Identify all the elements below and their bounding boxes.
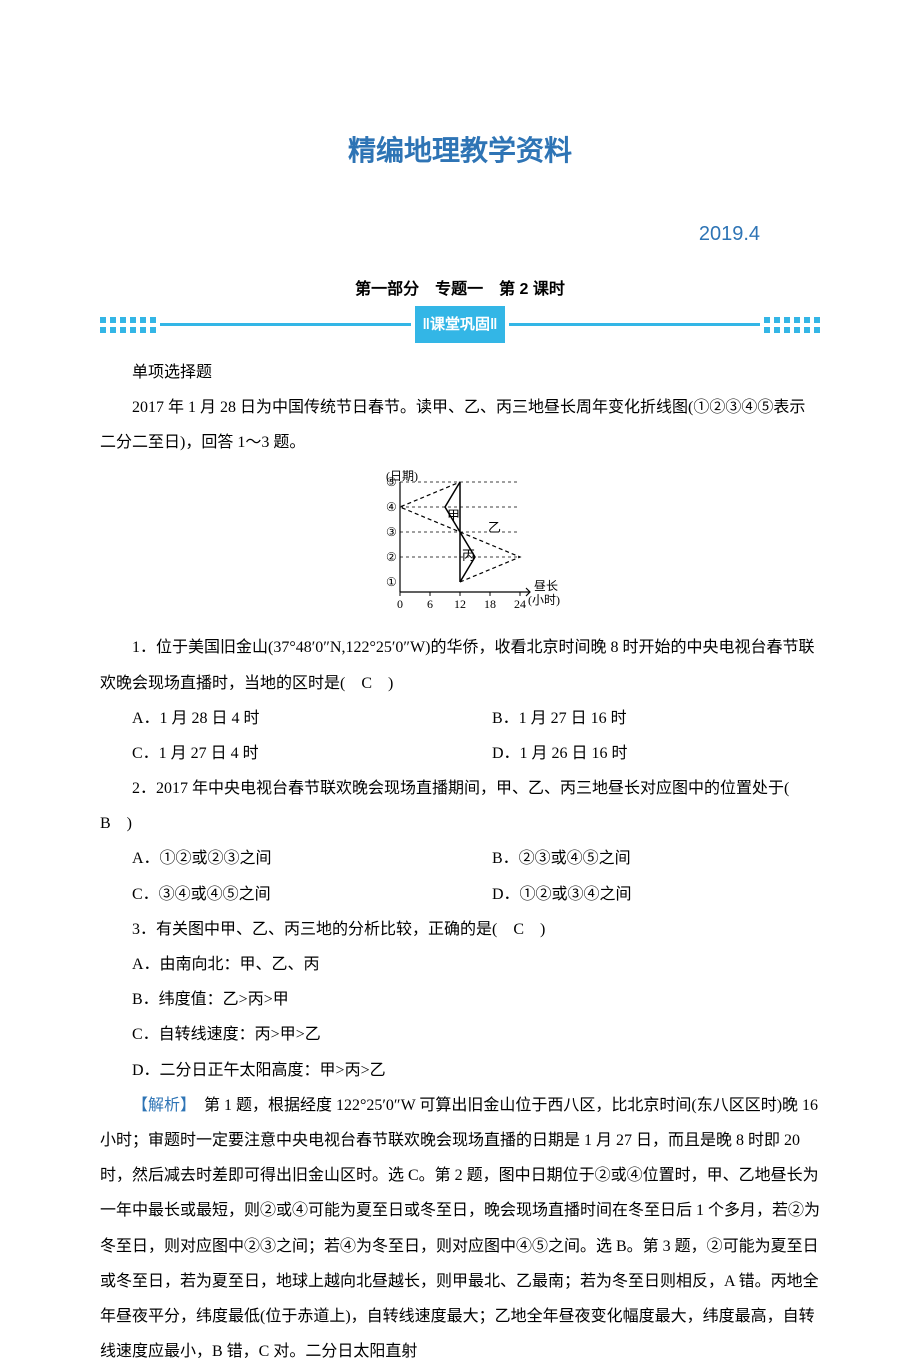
q2-options: A．①②或②③之间 B．②③或④⑤之间 C．③④或④⑤之间 D．①②或③④之间	[100, 841, 820, 911]
context-paragraph: 2017 年 1 月 28 日为中国传统节日春节。读甲、乙、丙三地昼长周年变化折…	[100, 390, 820, 460]
q1-option-c: C．1 月 27 日 4 时	[100, 736, 460, 771]
q3-stem: 3．有关图中甲、乙、丙三地的分析比较，正确的是( C )	[100, 912, 820, 947]
q2-option-a: A．①②或②③之间	[100, 841, 460, 876]
analysis-label: 【解析】	[132, 1097, 188, 1114]
analysis-paragraph: 【解析】 第 1 题，根据经度 122°25′0″W 可算出旧金山位于西八区，比…	[100, 1088, 820, 1369]
y-label-1: ①	[386, 575, 397, 589]
banner-label: ‖课堂巩固‖	[415, 306, 506, 343]
q2-option-c: C．③④或④⑤之间	[100, 877, 460, 912]
y-label-2: ②	[386, 550, 397, 564]
banner-dots-left	[100, 317, 156, 333]
q1-option-d: D．1 月 26 日 16 时	[460, 736, 820, 771]
label-jia: 甲	[447, 508, 460, 523]
x-tick-24: 24	[514, 597, 526, 611]
x-axis-title-bottom: (小时)	[528, 593, 560, 607]
q1-option-a: A．1 月 28 日 4 时	[100, 701, 460, 736]
y-label-3: ③	[386, 525, 397, 539]
analysis-body: 第 1 题，根据经度 122°25′0″W 可算出旧金山位于西八区，比北京时间(…	[100, 1097, 820, 1360]
x-tick-6: 6	[427, 597, 433, 611]
subtitle: 第一部分 专题一 第 2 课时	[100, 272, 820, 307]
x-tick-0: 0	[397, 597, 403, 611]
banner-line-right	[509, 323, 760, 326]
q3-option-c: C．自转线速度：丙>甲>乙	[100, 1017, 820, 1052]
q3-option-a: A．由南向北：甲、乙、丙	[100, 947, 820, 982]
q3-option-b: B．纬度值：乙>丙>甲	[100, 982, 820, 1017]
y-label-4: ④	[386, 500, 397, 514]
q2-option-d: D．①②或③④之间	[460, 877, 820, 912]
q3-options: A．由南向北：甲、乙、丙 B．纬度值：乙>丙>甲 C．自转线速度：丙>甲>乙 D…	[100, 947, 820, 1088]
q1-stem: 1．位于美国旧金山(37°48′0″N,122°25′0″W)的华侨，收看北京时…	[100, 630, 820, 700]
chart-container: (日期) ⑤ ④ ③ ② ① 0 6 12 18 24 昼	[100, 468, 820, 618]
x-tick-12: 12	[454, 597, 466, 611]
banner-dots-right	[764, 317, 820, 333]
label-bing: 丙	[462, 548, 475, 563]
q2-option-b: B．②③或④⑤之间	[460, 841, 820, 876]
section-heading: 单项选择题	[100, 355, 820, 390]
label-yi: 乙	[488, 520, 501, 535]
q1-option-b: B．1 月 27 日 16 时	[460, 701, 820, 736]
section-banner: ‖课堂巩固‖	[100, 313, 820, 337]
q1-options: A．1 月 28 日 4 时 B．1 月 27 日 16 时 C．1 月 27 …	[100, 701, 820, 771]
banner-line-left	[160, 323, 411, 326]
daylength-chart: (日期) ⑤ ④ ③ ② ① 0 6 12 18 24 昼	[350, 468, 570, 618]
x-tick-18: 18	[484, 597, 496, 611]
date-line: 2019.4	[100, 212, 820, 256]
y-label-5: ⑤	[386, 475, 397, 489]
q3-option-d: D．二分日正午太阳高度：甲>丙>乙	[100, 1053, 820, 1088]
q2-stem: 2．2017 年中央电视台春节联欢晚会现场直播期间，甲、乙、丙三地昼长对应图中的…	[100, 771, 820, 841]
x-axis-title-top: 昼长	[534, 579, 558, 593]
main-title: 精编地理教学资料	[100, 120, 820, 182]
